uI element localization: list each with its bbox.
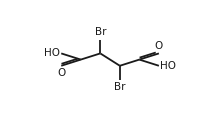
Text: O: O <box>57 68 65 78</box>
Text: HO: HO <box>160 61 176 71</box>
Text: HO: HO <box>45 48 60 58</box>
Text: Br: Br <box>114 82 126 92</box>
Text: O: O <box>155 41 163 51</box>
Text: Br: Br <box>94 27 106 37</box>
